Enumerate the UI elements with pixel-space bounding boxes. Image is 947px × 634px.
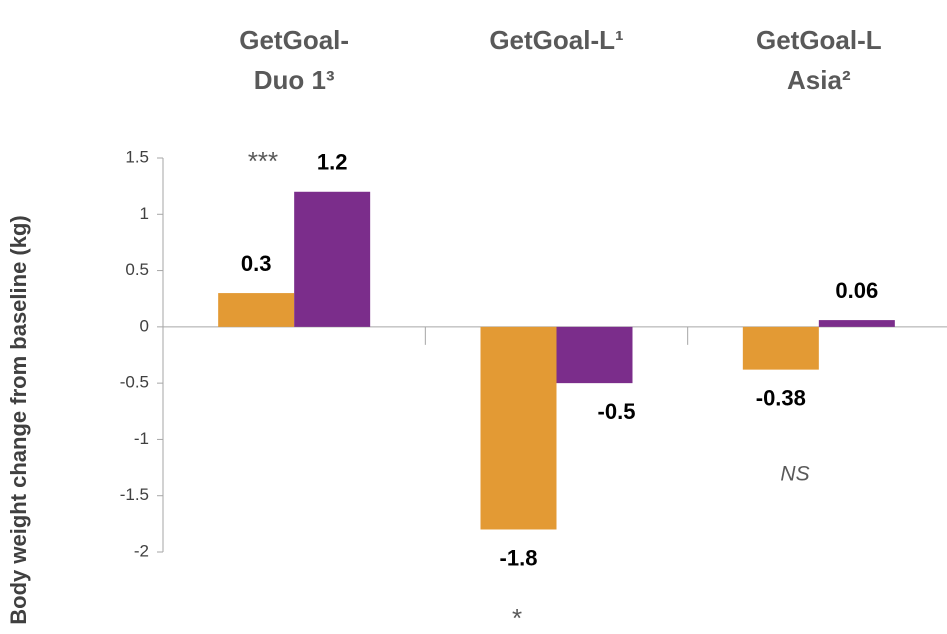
bar <box>294 191 371 327</box>
y-axis-label: Body weight change from baseline (kg) <box>6 215 31 625</box>
category-label: GetGoal-Duo 1³ <box>239 25 350 95</box>
y-tick-label: -1 <box>134 429 149 448</box>
bar <box>818 320 895 327</box>
category-label: GetGoal-L Asia² <box>755 25 882 95</box>
value-label: -1.8 <box>500 545 538 570</box>
bar <box>480 326 557 530</box>
y-tick-label: 1.5 <box>125 147 149 166</box>
value-label: -0.5 <box>598 399 636 424</box>
y-tick-label: -1.5 <box>120 485 149 504</box>
y-tick-label: -2 <box>134 541 149 560</box>
bar <box>218 293 295 327</box>
y-tick-label: 0.5 <box>125 260 149 279</box>
y-tick-label: 0 <box>140 316 149 335</box>
bar <box>556 326 633 384</box>
value-label: 1.2 <box>317 150 348 175</box>
bar <box>742 326 819 370</box>
annotation: * <box>512 603 522 633</box>
y-tick-label: 1 <box>140 204 149 223</box>
annotation: NS <box>780 463 809 486</box>
value-label: -0.38 <box>756 385 806 410</box>
y-tick-label: -0.5 <box>120 373 149 392</box>
category-label: GetGoal-L¹ <box>489 25 624 55</box>
value-label: 0.3 <box>241 251 272 276</box>
annotation: *** <box>248 146 278 176</box>
value-label: 0.06 <box>835 278 878 303</box>
